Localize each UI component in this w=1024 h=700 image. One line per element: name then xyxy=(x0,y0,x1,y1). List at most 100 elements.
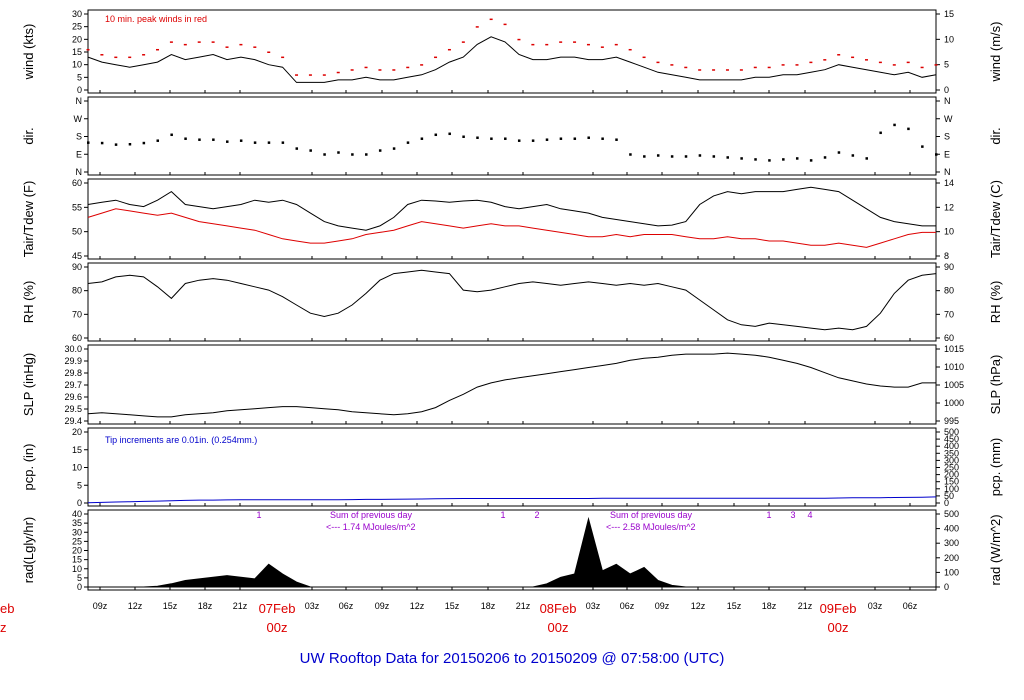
time-tick-label: 12z xyxy=(410,601,425,611)
dir-series-point xyxy=(809,159,813,162)
wind-peak-point xyxy=(809,61,813,64)
rad-left-tick-label: 30 xyxy=(72,527,82,537)
slp-series-line-0 xyxy=(87,352,936,418)
pcp-series-line-0 xyxy=(87,496,937,504)
pcp-right-tick-label: 50 xyxy=(944,491,954,501)
dir-left-tick-label: E xyxy=(76,149,82,159)
time-tick-label: 18z xyxy=(198,601,213,611)
rh-left-tick-label: 70 xyxy=(72,309,82,319)
rad-left-axis-label: rad(Lgly/hr) xyxy=(21,517,36,583)
dir-left-tick-label: N xyxy=(76,96,83,106)
day-date-label: 09Feb xyxy=(820,601,857,616)
pcp-right-tick-label: 0 xyxy=(944,498,949,508)
wind-peak-point xyxy=(684,66,688,69)
pcp-left-axis-label: pcp. (in) xyxy=(21,444,36,491)
wind-peak-point xyxy=(517,38,521,41)
rad-left-tick-label: 20 xyxy=(72,546,82,556)
wind-peak-point xyxy=(322,74,326,76)
wind-left-tick-label: 5 xyxy=(77,72,82,82)
rh-right-tick-label: 60 xyxy=(944,333,954,343)
dir-series-point xyxy=(420,137,424,140)
time-tick-label: 21z xyxy=(233,601,248,611)
wind-right-tick-label: 15 xyxy=(944,9,954,19)
dir-series-point xyxy=(768,159,771,162)
temp-right-tick-label: 10 xyxy=(944,227,954,237)
wind-peak-point xyxy=(851,56,855,59)
dir-series-point xyxy=(601,137,604,140)
wind-peak-point xyxy=(573,41,577,43)
dir-series-point xyxy=(851,154,855,157)
wind-peak-point xyxy=(86,48,90,51)
dir-left-tick-label: S xyxy=(76,132,82,142)
dir-series-point xyxy=(517,139,521,142)
rad-left-tick-label: 25 xyxy=(72,536,82,546)
dir-series-point xyxy=(490,137,493,140)
rad-annotation: <--- 2.58 MJoules/m^2 xyxy=(606,522,696,532)
slp-right-tick-label: 1000 xyxy=(944,398,964,408)
dir-series-point xyxy=(323,153,326,156)
chart-title: UW Rooftop Data for 20150206 to 20150209… xyxy=(299,650,725,667)
dir-series-point xyxy=(907,127,910,131)
dir-series-point xyxy=(504,137,507,140)
dir-left-tick-label: N xyxy=(76,167,83,177)
dir-series-point xyxy=(87,141,90,144)
wind-left-tick-label: 20 xyxy=(72,34,82,44)
slp-right-tick-label: 1015 xyxy=(944,344,964,354)
pcp-right-tick-label: 300 xyxy=(944,455,959,465)
dir-series-point xyxy=(448,132,451,136)
dir-right-tick-label: E xyxy=(944,149,950,159)
wind-peak-point xyxy=(767,66,771,69)
time-tick-label: 18z xyxy=(481,601,496,611)
dir-series-point xyxy=(629,153,632,156)
wind-left-tick-label: 25 xyxy=(72,22,82,32)
dir-series-point xyxy=(100,141,104,145)
slp-right-axis-label: SLP (hPa) xyxy=(988,355,1003,415)
wind-peak-point xyxy=(142,54,146,56)
time-tick-label: 12z xyxy=(128,601,143,611)
rad-series-area xyxy=(88,516,936,588)
dir-series-point xyxy=(684,155,688,158)
wind-peak-point xyxy=(545,43,549,46)
dir-series-point xyxy=(935,153,938,156)
wind-left-tick-label: 0 xyxy=(77,85,82,95)
wind-peak-point xyxy=(934,64,938,66)
time-tick-label: 09z xyxy=(655,601,670,611)
wind-peak-point xyxy=(837,54,841,56)
pcp-right-tick-label: 450 xyxy=(944,434,959,444)
wind-peak-point xyxy=(864,59,868,61)
dir-series-point xyxy=(865,157,868,160)
wind-peak-point xyxy=(503,23,507,26)
dir-series-point xyxy=(184,137,187,140)
wind-peak-point xyxy=(114,56,118,59)
edge-hour-label: z xyxy=(0,620,7,635)
dir-series-point xyxy=(837,151,841,154)
wind-peak-point xyxy=(614,43,618,46)
edge-date-label: eb xyxy=(0,601,14,616)
rh-right-tick-label: 80 xyxy=(944,286,954,296)
slp-left-tick-label: 29.9 xyxy=(64,356,82,366)
wind-annotation: 10 min. peak winds in red xyxy=(105,14,207,24)
dir-series-point xyxy=(823,156,827,159)
dir-series-point xyxy=(615,138,618,141)
dir-series-point xyxy=(643,155,646,158)
wind-peak-point xyxy=(420,64,424,66)
wind-peak-point xyxy=(281,56,285,59)
dir-series-point xyxy=(309,149,312,152)
rad-left-tick-label: 35 xyxy=(72,518,82,528)
slp-left-tick-label: 29.6 xyxy=(64,392,82,402)
wind-peak-point xyxy=(781,64,785,66)
wind-peak-point xyxy=(712,69,716,71)
rad-right-axis-label: rad (W/m^2) xyxy=(988,514,1003,585)
dir-series-point xyxy=(726,156,729,159)
temp-right-tick-label: 8 xyxy=(944,251,949,261)
dir-series-point xyxy=(114,143,118,146)
wind-peak-point xyxy=(600,46,604,48)
rad-right-tick-label: 100 xyxy=(944,567,959,577)
slp-left-tick-label: 29.4 xyxy=(64,416,82,426)
wind-peak-point xyxy=(267,51,271,53)
rh-left-axis-label: RH (%) xyxy=(21,281,36,324)
slp-left-tick-label: 29.5 xyxy=(64,404,82,414)
rh-left-tick-label: 80 xyxy=(72,286,82,296)
wind-peak-point xyxy=(156,48,160,51)
rh-left-tick-label: 90 xyxy=(72,262,82,272)
